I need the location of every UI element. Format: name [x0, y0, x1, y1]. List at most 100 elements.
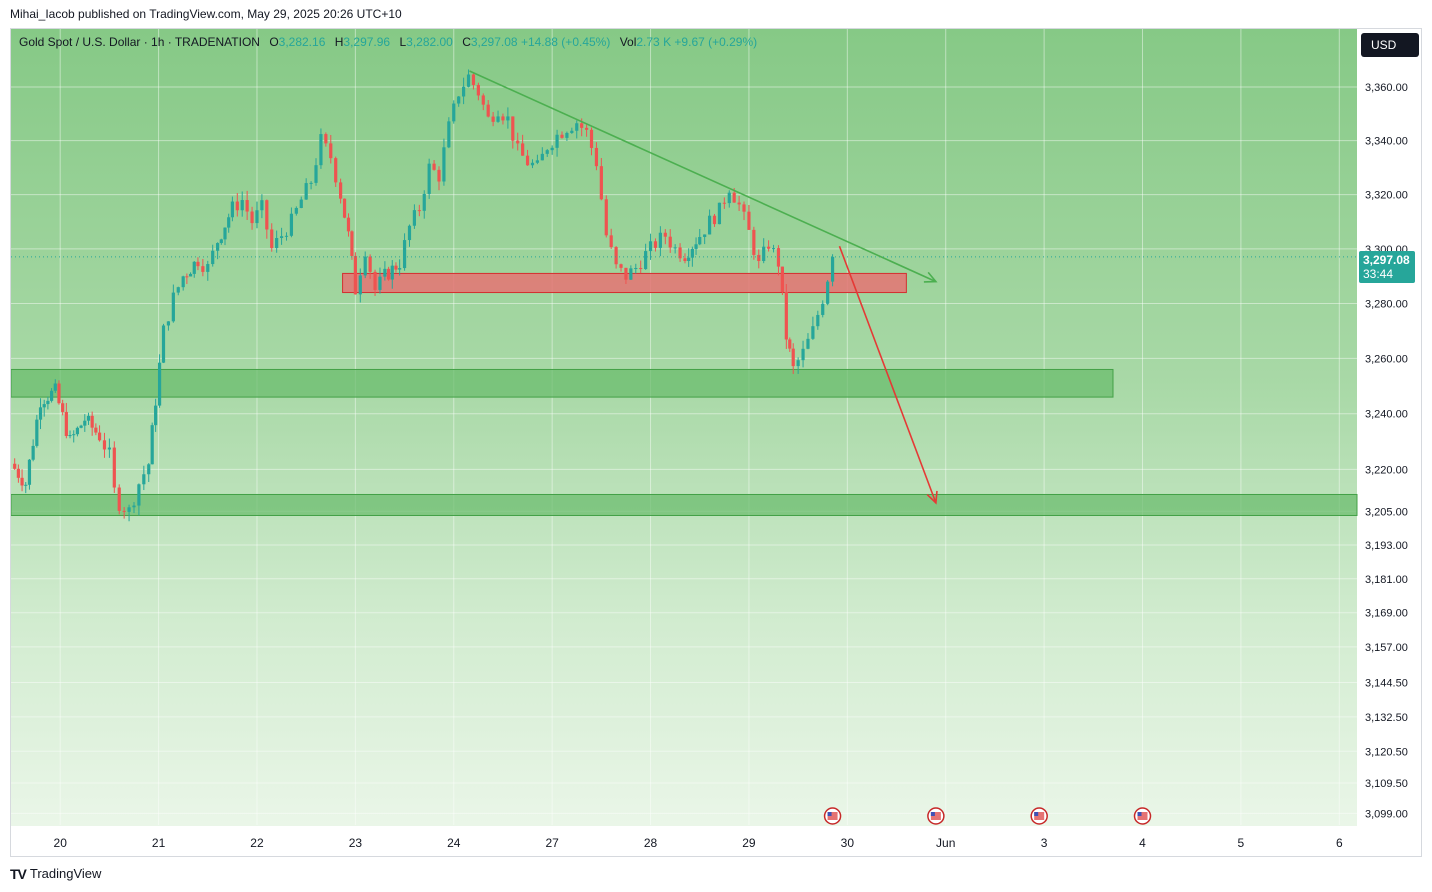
- open-label: O: [269, 35, 279, 49]
- candle-body: [462, 86, 466, 97]
- candle-body: [511, 116, 515, 141]
- candle-body: [142, 474, 146, 485]
- candle-body: [506, 116, 510, 121]
- footer-brand[interactable]: TV TradingView: [10, 864, 101, 884]
- candle-body: [38, 407, 43, 420]
- candle-body: [309, 182, 313, 184]
- candle-body: [648, 241, 653, 252]
- candle-body: [619, 264, 623, 268]
- candle-body: [390, 265, 394, 280]
- price-tick-label: 3,280.00: [1365, 298, 1408, 310]
- currency-button[interactable]: USD: [1361, 33, 1419, 57]
- price-tick-label: 3,260.00: [1365, 353, 1408, 365]
- price-tick-label: 3,181.00: [1365, 574, 1408, 586]
- candle-body: [216, 243, 220, 251]
- candle-body: [634, 268, 638, 270]
- us-flag-stripes: [930, 812, 941, 820]
- candle-body: [678, 247, 682, 259]
- candle-body: [304, 183, 308, 200]
- low-label: L: [399, 35, 407, 49]
- candle-body: [516, 140, 520, 144]
- candle-body: [122, 510, 126, 512]
- candle-body: [223, 227, 227, 240]
- candle-body: [668, 236, 672, 248]
- us-flag-canton: [930, 812, 935, 816]
- time-tick-label: 3: [1041, 836, 1048, 850]
- time-tick-label: 6: [1336, 836, 1343, 850]
- price-tick-label: 3,360.00: [1365, 82, 1408, 94]
- candle-body: [491, 116, 495, 122]
- candle-body: [624, 267, 628, 280]
- candle-body: [166, 321, 171, 326]
- candle-body: [250, 211, 254, 224]
- candle-body: [24, 484, 28, 486]
- candle-body: [427, 163, 431, 194]
- candle-body: [540, 153, 544, 161]
- candle-body: [530, 162, 535, 166]
- price-tick-label: 3,240.00: [1365, 409, 1408, 421]
- time-tick-label: 22: [250, 836, 264, 850]
- candle-body: [49, 390, 54, 401]
- candle-body: [639, 268, 643, 270]
- candle-body: [694, 244, 698, 249]
- publisher-bar: Mihai_Iacob published on TradingView.com…: [0, 0, 1432, 28]
- candle-body: [437, 169, 441, 182]
- candle-body: [358, 275, 362, 295]
- candle-body: [604, 199, 608, 236]
- candle-body: [717, 202, 722, 225]
- price-tick-label: 3,109.50: [1365, 778, 1408, 790]
- candle-body: [703, 234, 707, 237]
- candle-body: [644, 251, 648, 270]
- candle-body: [353, 255, 357, 295]
- candle-body: [57, 383, 61, 404]
- candle-body: [42, 404, 46, 408]
- trendline-line: [469, 70, 937, 283]
- price-tick-label: 3,169.00: [1365, 608, 1408, 620]
- candle-body: [417, 210, 421, 212]
- time-tick-label: 23: [349, 836, 363, 850]
- candle-body: [589, 129, 594, 148]
- candle-body: [346, 217, 351, 232]
- candle-body: [525, 155, 530, 166]
- candle-body: [575, 123, 579, 131]
- symbol-name: Gold Spot / U.S. Dollar · 1h · TRADENATI…: [19, 35, 260, 49]
- candle-body: [279, 236, 284, 238]
- bar-countdown: 33:44: [1363, 267, 1394, 281]
- candle-body: [299, 199, 303, 208]
- candle-body: [211, 250, 215, 265]
- candle-body: [132, 505, 136, 508]
- price-tick-label: 3,320.00: [1365, 190, 1408, 202]
- candle-body: [501, 116, 505, 121]
- candle-body: [107, 447, 111, 450]
- candle-body: [255, 210, 259, 224]
- candle-body: [235, 201, 239, 211]
- candle-body: [13, 463, 17, 469]
- us-flag-stripes: [827, 812, 838, 820]
- low-value: 3,282.00: [406, 35, 453, 49]
- open-value: 3,282.16: [278, 35, 326, 49]
- candle-body: [150, 425, 154, 465]
- candle-body: [342, 198, 347, 218]
- price-tick-label: 3,220.00: [1365, 464, 1408, 476]
- candle-body: [594, 147, 599, 167]
- us-flag-canton: [1034, 812, 1039, 816]
- candle-body: [422, 193, 426, 211]
- candle-body: [442, 147, 446, 182]
- candle-body: [698, 236, 702, 245]
- candle-body: [185, 276, 189, 278]
- chart-frame[interactable]: 3,360.00 3,340.00 3,320.00 3,300.00 3,280.00…: [10, 28, 1422, 857]
- candle-body: [496, 116, 500, 122]
- candle-body: [329, 143, 333, 159]
- candle-body: [747, 211, 751, 230]
- candle-body: [171, 292, 175, 322]
- candle-body: [147, 464, 151, 475]
- candle-body: [314, 165, 318, 183]
- volume-change: +9.67 (+0.29%): [674, 35, 758, 49]
- price-chart[interactable]: 3,360.003,340.003,320.003,300.003,280.00…: [11, 29, 1422, 857]
- candle-body: [791, 348, 795, 367]
- candle-body: [447, 121, 451, 148]
- publisher-line: Mihai_Iacob published on TradingView.com…: [10, 7, 402, 21]
- candle-body: [830, 256, 835, 282]
- candle-body: [762, 246, 766, 262]
- candle-body: [363, 256, 367, 276]
